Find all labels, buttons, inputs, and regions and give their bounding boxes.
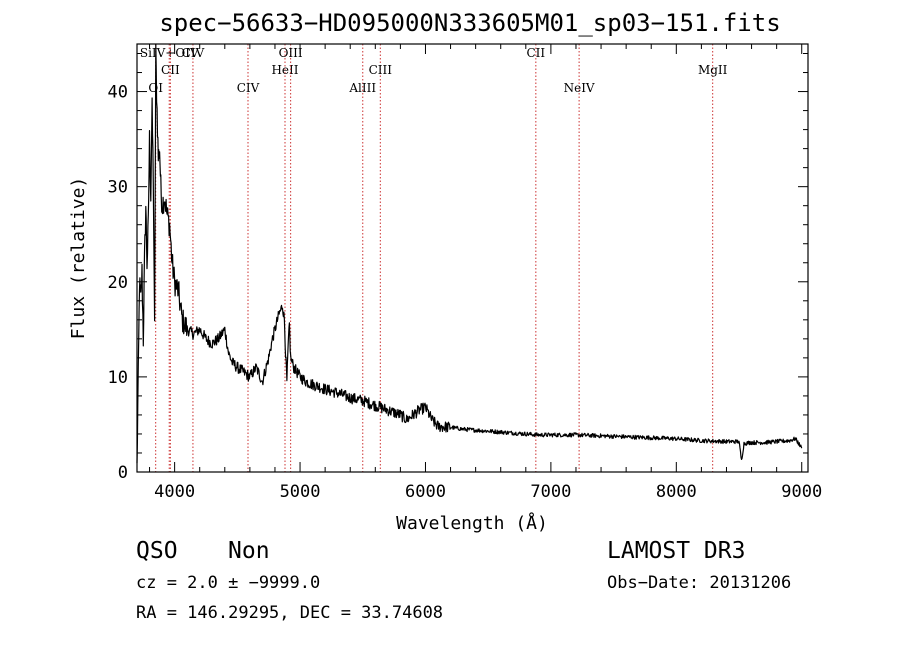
x-tick-label: 5000: [280, 482, 321, 502]
line-label: OIII: [279, 46, 303, 60]
x-tick-label: 8000: [656, 482, 697, 502]
object-class: QSO: [136, 538, 178, 564]
plot-frame: [136, 43, 809, 473]
object-subclass: Non: [228, 538, 270, 564]
y-tick-label: 10: [108, 368, 128, 388]
redshift-text: cz = 2.0 ± −9999.0: [136, 573, 321, 593]
emission-line-markers: OISiIV+OIVCIICIVCIVHeIIOIIIAlIIICIIICIIN…: [140, 44, 728, 472]
y-tick-label: 0: [118, 463, 128, 483]
line-label: SiIV+OIV: [140, 46, 199, 60]
line-label: CII: [527, 46, 546, 60]
line-label: AlIII: [348, 81, 376, 95]
line-label: CIII: [369, 63, 393, 77]
spectrum-line: [136, 43, 803, 464]
line-label: CII: [161, 63, 180, 77]
x-tick-label: 7000: [530, 482, 571, 502]
x-tick-label: 9000: [781, 482, 822, 502]
y-tick-label: 30: [108, 178, 128, 198]
x-tick-label: 4000: [154, 482, 195, 502]
y-axis-label: Flux (relative): [68, 177, 89, 340]
x-tick-label: 6000: [405, 482, 446, 502]
y-tick-label: 40: [108, 83, 128, 103]
line-label: CIV: [237, 81, 260, 95]
x-axis-label: Wavelength (Å): [396, 512, 548, 534]
line-label: CIV: [182, 46, 205, 60]
line-label: NeIV: [564, 81, 595, 95]
observation-date: Obs−Date: 20131206: [607, 573, 792, 593]
survey-name: LAMOST DR3: [607, 538, 746, 564]
line-label: MgII: [698, 63, 728, 77]
y-tick-label: 20: [108, 273, 128, 293]
line-label: HeII: [271, 63, 298, 77]
axis-ticks: 4000 5000 6000 7000 8000 9000 0 10 20 30 40: [108, 44, 822, 502]
coordinates-text: RA = 146.29295, DEC = 33.74608: [136, 603, 444, 623]
chart-title: spec−56633−HD095000N333605M01_sp03−151.f…: [159, 9, 780, 37]
